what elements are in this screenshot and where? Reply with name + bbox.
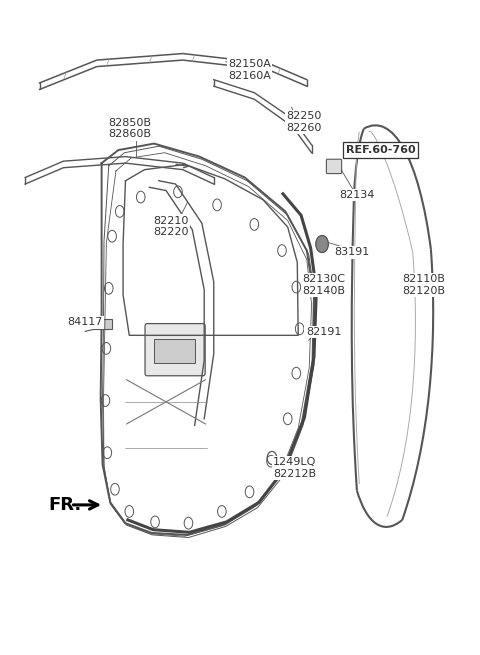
Bar	[94, 319, 112, 329]
Text: 82130C
82140B: 82130C 82140B	[302, 274, 345, 296]
Text: 82134: 82134	[339, 190, 374, 200]
Text: 82250
82260: 82250 82260	[287, 111, 322, 133]
Text: FR.: FR.	[48, 496, 82, 514]
Text: 1249LQ
82212B: 1249LQ 82212B	[273, 457, 317, 479]
Text: 82110B
82120B: 82110B 82120B	[402, 274, 445, 296]
Text: 82150A
82160A: 82150A 82160A	[228, 59, 271, 81]
Bar	[154, 339, 195, 364]
Text: 82191: 82191	[306, 327, 341, 337]
FancyBboxPatch shape	[326, 159, 342, 174]
Text: 83191: 83191	[335, 248, 370, 257]
Text: REF.60-760: REF.60-760	[346, 145, 416, 155]
Text: 84117: 84117	[67, 317, 103, 328]
Text: 82210
82220: 82210 82220	[153, 215, 189, 237]
FancyBboxPatch shape	[145, 324, 205, 376]
Text: 82850B
82860B: 82850B 82860B	[109, 118, 152, 140]
Circle shape	[316, 236, 328, 252]
